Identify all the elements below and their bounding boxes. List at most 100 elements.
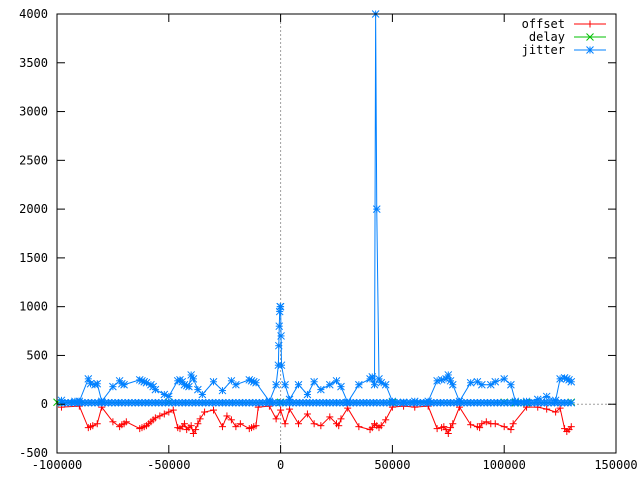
point-jitter [381, 380, 390, 389]
legend-label-jitter: jitter [522, 43, 565, 57]
point-offset [368, 424, 376, 432]
point-offset [109, 418, 117, 426]
point-offset [377, 422, 385, 430]
point-jitter [567, 377, 576, 386]
point-jitter [277, 361, 286, 370]
point-offset [223, 412, 231, 420]
zero-axes [57, 14, 616, 453]
point-offset [447, 424, 455, 432]
y-tick-label: 2000 [19, 202, 48, 216]
point-offset [196, 415, 204, 423]
x-tick-label: 0 [277, 458, 284, 472]
point-offset [165, 408, 173, 416]
point-jitter [355, 380, 363, 389]
point-offset [252, 422, 260, 430]
series-line-jitter [61, 13, 572, 404]
legend-label-delay: delay [529, 30, 565, 44]
point-jitter [252, 378, 260, 387]
point-jitter [185, 382, 193, 391]
y-tick-label: 3500 [19, 56, 48, 70]
point-offset [192, 426, 200, 434]
point-jitter [93, 379, 102, 388]
point-offset [93, 420, 101, 428]
point-jitter [332, 376, 341, 385]
point-offset [294, 420, 302, 428]
point-jitter [274, 341, 283, 350]
point-jitter [272, 380, 280, 389]
point-offset [543, 405, 551, 413]
point-offset [236, 420, 244, 428]
point-offset [160, 410, 168, 418]
point-jitter [86, 379, 95, 388]
point-offset [382, 416, 390, 424]
series-layer [53, 10, 576, 437]
point-offset [151, 414, 159, 422]
point-jitter [372, 205, 381, 213]
x-tick-label: -100000 [32, 458, 83, 472]
y-tick-label: 2500 [19, 153, 48, 167]
point-offset [444, 429, 452, 437]
point-jitter [473, 377, 482, 386]
point-jitter [370, 380, 379, 389]
point-offset [467, 421, 475, 429]
point-jitter [337, 382, 345, 391]
legend-marker-jitter [586, 46, 594, 54]
x-tick-label: -50000 [147, 458, 190, 472]
point-offset [169, 406, 177, 414]
point-jitter [277, 332, 285, 340]
point-offset [491, 420, 499, 428]
series-line-offset [61, 405, 572, 435]
point-jitter [542, 392, 551, 401]
point-offset [442, 426, 450, 434]
y-tick-label: 4000 [19, 7, 48, 21]
point-jitter [120, 380, 128, 389]
point-offset [449, 420, 457, 428]
y-tick-label: -500 [19, 446, 48, 460]
point-offset [210, 406, 218, 414]
point-jitter [507, 380, 515, 389]
point-jitter [218, 386, 227, 395]
point-jitter [466, 378, 475, 387]
point-offset [433, 425, 441, 433]
point-offset [344, 404, 352, 412]
plot-frame [56, 13, 617, 454]
point-offset [337, 415, 345, 423]
series-jitter-baseline [57, 398, 576, 407]
point-offset [507, 426, 515, 434]
point-offset [317, 422, 325, 430]
point-offset [201, 408, 209, 416]
ticks-layer: -500 0 500 1000 1500 2000 2500 3000 3500 4000 -100… [19, 7, 638, 472]
series-jitter [57, 10, 576, 407]
point-offset [227, 416, 235, 424]
point-jitter [109, 382, 117, 391]
point-offset [272, 415, 280, 423]
point-offset [277, 406, 285, 414]
point-jitter [294, 380, 303, 389]
point-jitter [433, 376, 441, 385]
y-tick-label: 1500 [19, 251, 48, 265]
point-jitter [303, 390, 312, 399]
y-tick-label: 500 [26, 348, 48, 362]
point-offset [552, 408, 560, 416]
legend-label-offset: offset [522, 17, 565, 31]
point-offset [156, 412, 164, 420]
point-offset [89, 422, 97, 430]
point-offset [567, 423, 575, 431]
point-jitter [281, 380, 289, 389]
y-tick-label: 0 [41, 397, 48, 411]
point-offset [194, 420, 202, 428]
point-jitter [556, 375, 564, 383]
point-jitter [448, 380, 457, 389]
point-jitter [500, 375, 509, 383]
point-jitter [325, 380, 334, 389]
point-jitter [189, 375, 198, 383]
point-jitter [437, 375, 446, 384]
point-offset [478, 420, 486, 428]
point-jitter [444, 371, 453, 379]
point-jitter [567, 398, 576, 407]
point-jitter [151, 385, 160, 394]
point-jitter [477, 380, 486, 389]
point-offset [500, 423, 508, 431]
point-offset [180, 420, 188, 428]
point-jitter [275, 322, 284, 331]
